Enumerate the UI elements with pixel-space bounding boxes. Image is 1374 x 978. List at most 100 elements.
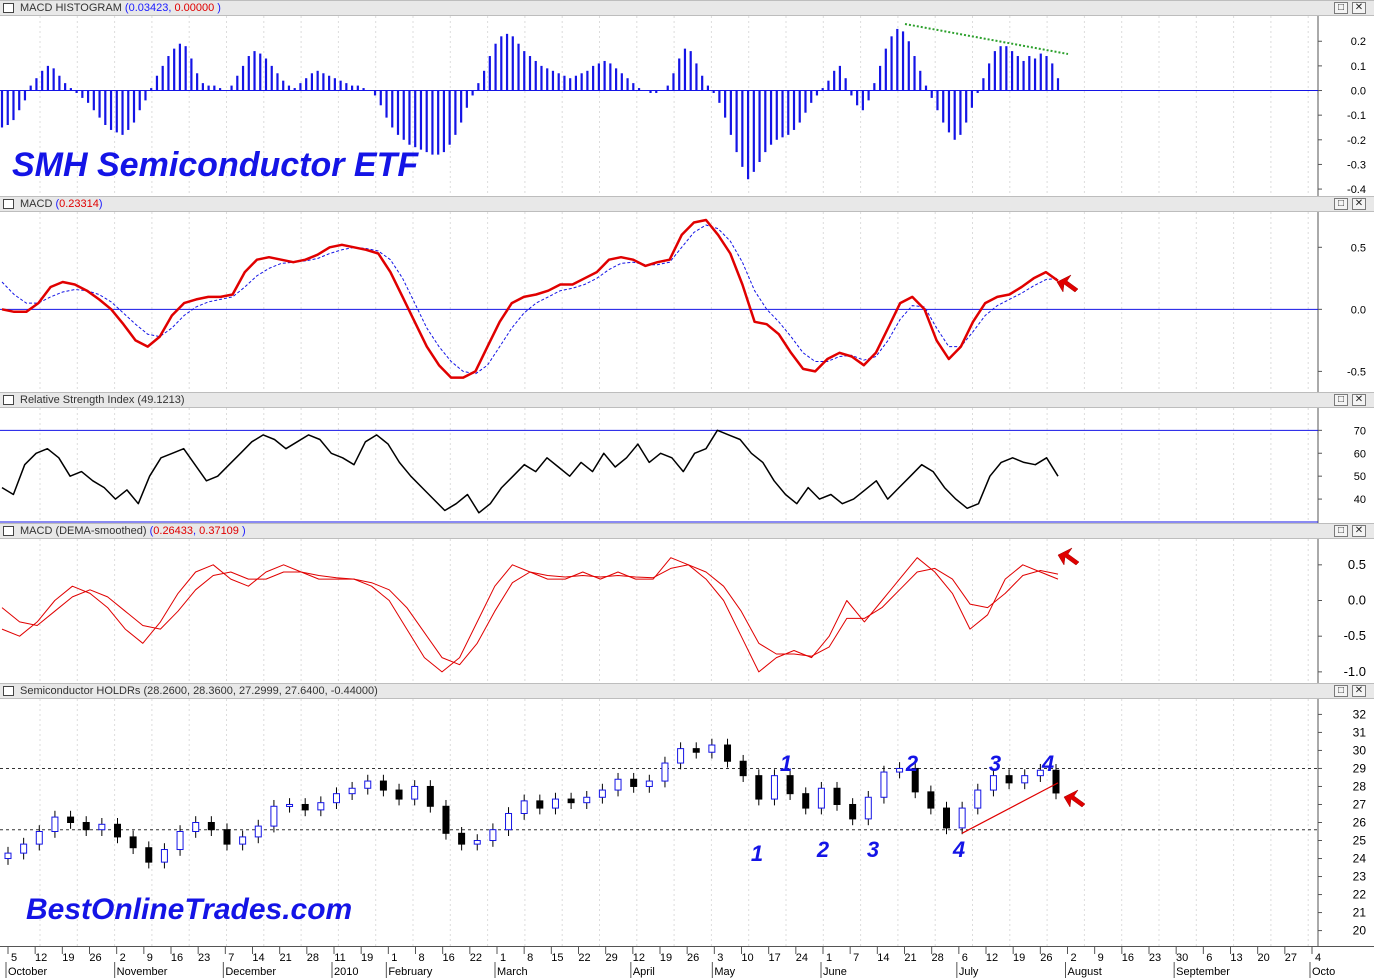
x-tick-label: 7: [853, 952, 859, 964]
x-tick-label: 19: [660, 952, 672, 964]
wave-label: 3: [867, 837, 879, 862]
x-axis: 5 12 19 26 2 9 16 23 7 14 21 28 11 19 1 8 16 22 1 8 15 22 29 12…: [0, 946, 1374, 978]
x-tick-label: 12: [633, 952, 645, 964]
candle-body: [958, 807, 966, 829]
y-tick-label: 21: [1353, 906, 1367, 920]
x-tick-label: 8: [527, 952, 533, 964]
pane-value: 0.23314: [59, 198, 99, 210]
y-tick-label: 50: [1354, 471, 1366, 483]
candle-body: [896, 767, 904, 773]
close-button[interactable]: ✕: [1352, 394, 1366, 406]
month-label: November: [117, 966, 168, 978]
rsi-pane: Relative Strength Index (49.1213) □ ✕ 70…: [0, 392, 1374, 523]
x-tick-label: 9: [147, 952, 153, 964]
pane-value: 28.3600: [193, 685, 233, 697]
close-button[interactable]: ✕: [1352, 525, 1366, 537]
close-button[interactable]: ✕: [1352, 198, 1366, 210]
pane-header: MACD (0.23314) □ ✕: [0, 196, 1374, 212]
candle-body: [426, 785, 434, 807]
candle-body: [786, 775, 794, 795]
pane-checkbox[interactable]: [3, 395, 14, 405]
candle-body: [442, 805, 450, 834]
pane-title: MACD (DEMA-smoothed) (0.26433, 0.37109 ): [20, 525, 246, 537]
candle-body: [708, 744, 716, 753]
candle-body: [911, 767, 919, 793]
pane-checkbox[interactable]: [3, 686, 14, 696]
macd-plot: 0.5 0.0 -0.5: [0, 212, 1366, 392]
month-label: December: [225, 966, 276, 978]
macd-histogram-plot: 0.2 0.1 0.0 -0.1 -0.2 -0.3 -0.4: [0, 16, 1366, 196]
y-tick-label: 0.0: [1351, 86, 1366, 98]
month-label: June: [823, 966, 847, 978]
y-tick-label: -1.0: [1344, 664, 1366, 679]
rsi-plot: 70 60 50 40: [0, 408, 1366, 523]
pane-value: 49.1213: [141, 394, 181, 406]
candle-body: [51, 816, 59, 833]
y-tick-label: 30: [1353, 743, 1367, 757]
candle-body: [395, 789, 403, 800]
candle-body: [739, 760, 747, 777]
pane-value: 28.2600: [147, 685, 187, 697]
x-tick-label: 26: [687, 952, 699, 964]
x-tick-label: 28: [932, 952, 944, 964]
candle-body: [645, 780, 653, 787]
y-tick-label: -0.3: [1347, 159, 1366, 171]
close-button[interactable]: ✕: [1352, 685, 1366, 697]
candle-body: [98, 823, 106, 831]
pane-header: MACD (DEMA-smoothed) (0.26433, 0.37109 )…: [0, 523, 1374, 539]
pane-checkbox[interactable]: [3, 526, 14, 536]
candle-body: [192, 821, 200, 833]
candle-body: [802, 793, 810, 809]
month-label: October: [8, 966, 47, 978]
candle-body: [630, 778, 638, 787]
y-tick-label: 0.0: [1348, 593, 1366, 608]
close-button[interactable]: ✕: [1352, 2, 1366, 14]
candle-body: [67, 816, 75, 823]
wave-label: 1: [780, 751, 792, 776]
pane-title: MACD (0.23314): [20, 198, 103, 210]
restore-button[interactable]: □: [1334, 198, 1348, 210]
pane-checkbox[interactable]: [3, 3, 14, 13]
y-tick-label: 27: [1353, 797, 1367, 811]
candle-body: [301, 803, 309, 811]
candle-body: [411, 785, 419, 800]
x-tick-label: 23: [1149, 952, 1161, 964]
restore-button[interactable]: □: [1334, 394, 1348, 406]
pane-label: Semiconductor HOLDRs: [20, 685, 141, 697]
restore-button[interactable]: □: [1334, 2, 1348, 14]
y-tick-label: 60: [1354, 448, 1366, 460]
red-arrow-icon: [1063, 789, 1086, 808]
x-tick-label: 14: [877, 952, 889, 964]
y-tick-label: 70: [1354, 425, 1366, 437]
month-label: February: [388, 966, 433, 978]
x-tick-label: 21: [280, 952, 292, 964]
y-tick-label: 29: [1353, 761, 1367, 775]
pane-checkbox[interactable]: [3, 199, 14, 209]
candle-body: [176, 831, 184, 851]
month-label: March: [497, 966, 528, 978]
x-tick-label: 19: [361, 952, 373, 964]
candle-body: [35, 831, 43, 845]
x-tick-label: 1: [500, 952, 506, 964]
wave-label: 3: [989, 751, 1001, 776]
month-label: 2010: [334, 966, 358, 978]
restore-button[interactable]: □: [1334, 685, 1348, 697]
candle-body: [489, 829, 497, 842]
pane-value: 0.03423: [128, 2, 169, 14]
y-tick-label: 0.2: [1351, 36, 1366, 48]
x-tick-label: 19: [1013, 952, 1025, 964]
candle-body: [583, 796, 591, 804]
x-tick-label: 2: [120, 952, 126, 964]
candle-body: [677, 748, 685, 764]
wave-label: 4: [952, 837, 965, 862]
candle-body: [1005, 775, 1013, 784]
candle-body: [379, 780, 387, 791]
candle-body: [20, 843, 28, 854]
candle-body: [1021, 775, 1029, 784]
y-tick-label: 20: [1353, 924, 1367, 938]
wave-label: 1: [751, 841, 763, 866]
restore-button[interactable]: □: [1334, 525, 1348, 537]
pane-header: Relative Strength Index (49.1213) □ ✕: [0, 392, 1374, 408]
x-tick-label: 20: [1258, 952, 1270, 964]
